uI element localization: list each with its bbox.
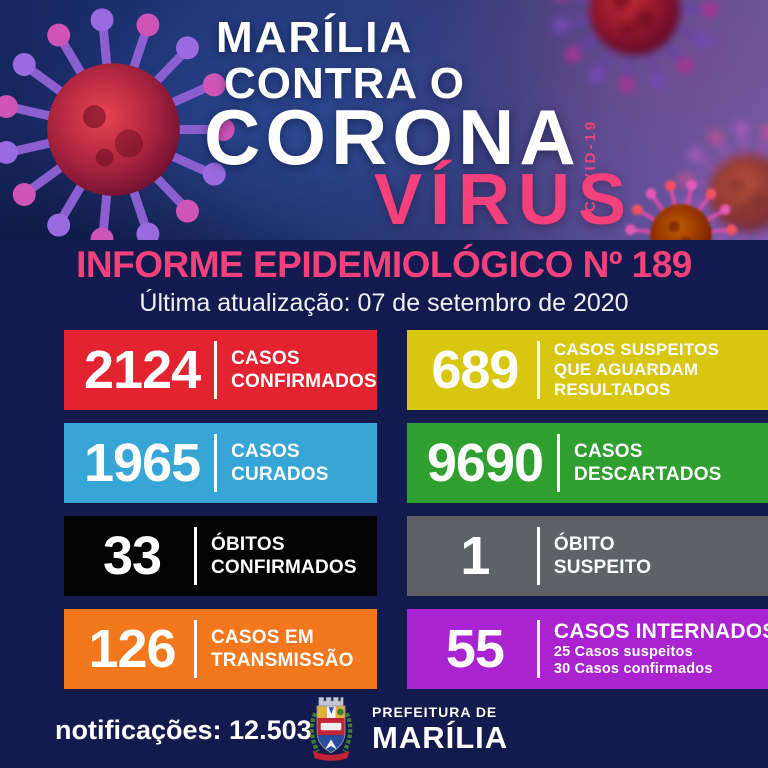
divider: [536, 341, 540, 399]
org-line-1: PREFEITURA DE: [372, 704, 498, 720]
stat-label: CASOS SUSPEITOS QUE AGUARDAM RESULTADOS: [540, 340, 719, 400]
divider: [214, 341, 218, 399]
stat-value: 33: [102, 526, 162, 586]
stat-label-line: CASOS: [231, 348, 300, 369]
banner-virus-text: VÍRUS: [374, 160, 635, 240]
banner-against-text: CONTRA O: [224, 59, 466, 108]
notifications-total: notificações: 12.503: [55, 715, 312, 745]
stat-label-line: SUSPEITO: [553, 557, 652, 578]
stat-value: 1: [460, 526, 490, 586]
divider: [194, 527, 197, 585]
campaign-banner: MARÍLIA CONTRA O CORONA VÍRUS COVID-19: [0, 0, 768, 240]
banner-corona-text: CORONA: [204, 93, 581, 181]
stat-sublabel-line: 25 Casos suspeitos: [553, 644, 693, 660]
bulletin-headline: INFORME EPIDEMIOLÓGICO Nº 189 Última atu…: [0, 240, 768, 318]
stat-value: 1965: [84, 433, 201, 493]
stat-value: 9690: [426, 433, 544, 493]
bulletin-title: INFORME EPIDEMIOLÓGICO Nº 189: [76, 244, 692, 285]
stat-label-line: CURADOS: [231, 464, 329, 485]
stat-label: CASOS EM TRANSMISSÃO: [197, 626, 354, 672]
stat-label: CASOS CONFIRMADOS: [217, 347, 377, 393]
stat-label-line: CASOS SUSPEITOS: [553, 340, 720, 359]
stat-card-casos-transmissao: 126 CASOS EM TRANSMISSÃO: [64, 609, 377, 689]
city-hall-logo: PREFEITURA DE MARÍLIA: [300, 695, 508, 763]
stat-label-line: QUE AGUARDAM: [553, 360, 699, 379]
divider: [536, 527, 540, 585]
stat-sublabel-line: 30 Casos confirmados: [553, 661, 713, 677]
stat-label-line: CASOS: [574, 441, 643, 462]
marilia-coat-of-arms-icon: [309, 697, 353, 761]
stat-label-line: CASOS EM: [211, 627, 314, 648]
stat-label-line: CONFIRMADOS: [231, 371, 377, 392]
stat-card-casos-confirmados: 2124 CASOS CONFIRMADOS: [64, 330, 377, 410]
stat-value: 126: [88, 619, 176, 679]
stat-label-line: ÓBITO: [553, 534, 615, 555]
divider: [214, 434, 218, 492]
stats-grid: 2124 CASOS CONFIRMADOS 689 CASOS SUSPEIT…: [64, 330, 768, 689]
stat-card-obito-suspeito: 1 ÓBITO SUSPEITO: [406, 516, 768, 596]
banner-city-text: MARÍLIA: [216, 13, 414, 62]
stat-label: ÓBITOS CONFIRMADOS: [197, 533, 357, 579]
stat-value: 2124: [84, 340, 201, 400]
stat-label-line: ÓBITOS: [211, 534, 285, 555]
stat-label: CASOS INTERNADOS 25 Casos suspeitos 30 C…: [540, 620, 768, 678]
org-line-2: MARÍLIA: [372, 720, 509, 755]
stat-card-casos-suspeitos: 689 CASOS SUSPEITOS QUE AGUARDAM RESULTA…: [406, 330, 768, 410]
stat-label-line: CASOS INTERNADOS: [553, 620, 768, 643]
city-hall-name: PREFEITURA DE MARÍLIA: [372, 705, 508, 753]
stat-label-line: RESULTADOS: [553, 380, 671, 399]
divider: [194, 620, 197, 678]
stat-label-line: TRANSMISSÃO: [211, 650, 354, 671]
divider: [557, 434, 561, 492]
stat-label: ÓBITO SUSPEITO: [540, 533, 651, 579]
last-update-label: Última atualização: 07 de setembro de 20…: [139, 289, 629, 317]
stat-value: 689: [431, 340, 519, 400]
stat-card-casos-descartados: 9690 CASOS DESCARTADOS: [406, 423, 768, 503]
footer: notificações: 12.503: [0, 689, 768, 768]
coronavirus-illustration-blurred: [547, 0, 722, 97]
stat-label-line: DESCARTADOS: [574, 464, 722, 485]
stat-label: CASOS CURADOS: [217, 440, 328, 486]
stat-label: CASOS DESCARTADOS: [560, 440, 722, 486]
stat-card-casos-curados: 1965 CASOS CURADOS: [64, 423, 377, 503]
stat-value: 55: [445, 619, 505, 679]
banner-covid19-tag: COVID-19: [582, 118, 599, 212]
stat-card-casos-internados: 55 CASOS INTERNADOS 25 Casos suspeitos 3…: [406, 609, 768, 689]
stat-label-line: CONFIRMADOS: [211, 557, 357, 578]
stat-label-line: CASOS: [231, 441, 300, 462]
stat-card-obitos-confirmados: 33 ÓBITOS CONFIRMADOS: [64, 516, 377, 596]
divider: [536, 620, 540, 678]
